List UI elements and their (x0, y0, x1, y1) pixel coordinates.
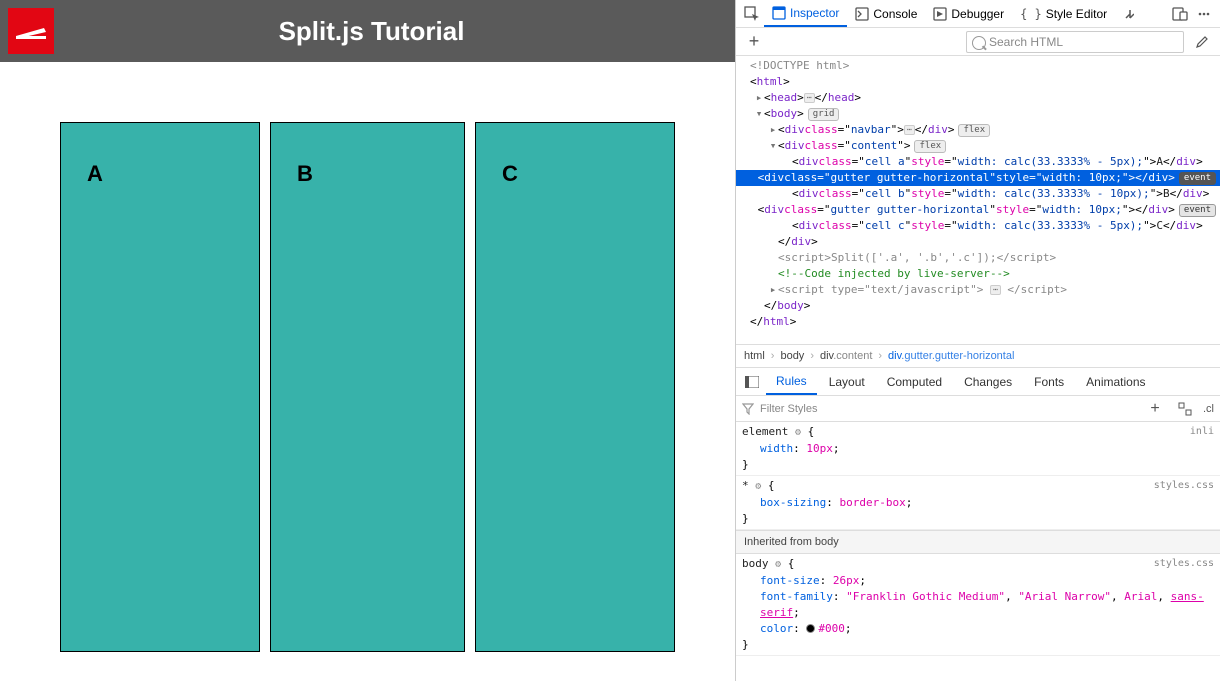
add-node-button[interactable]: + (742, 30, 766, 54)
search-placeholder: Search HTML (989, 35, 1063, 49)
dom-script-1[interactable]: <script>Split(['.a', '.b','.c']);</scrip… (736, 250, 1220, 266)
tab-inspector[interactable]: Inspector (764, 0, 847, 27)
search-html-input[interactable]: Search HTML (966, 31, 1184, 53)
dom-doctype[interactable]: <!DOCTYPE html> (736, 58, 1220, 74)
pseudo-class-icon[interactable] (1173, 397, 1197, 421)
dom-content-close[interactable]: </div> (736, 234, 1220, 250)
dom-gutter-1[interactable]: <div class="gutter gutter-horizontal" st… (736, 170, 1220, 186)
class-panel-label: .cl (1203, 403, 1214, 415)
overflow-icon[interactable] (1115, 2, 1139, 26)
devtools-toolbar: Inspector Console Debugger { } Style Edi… (736, 0, 1220, 28)
rules-tab-layout[interactable]: Layout (819, 368, 875, 395)
cell-b[interactable]: B (270, 122, 465, 652)
dom-head[interactable]: ▸<head> ⋯ </head> (736, 90, 1220, 106)
rules-tab-computed[interactable]: Computed (877, 368, 952, 395)
dom-gutter-2[interactable]: <div class="gutter gutter-horizontal" st… (736, 202, 1220, 218)
root: Split.js Tutorial A B C Inspector Consol… (0, 0, 1220, 681)
rule-src-styles-1[interactable]: styles.css (1154, 478, 1214, 494)
tab-style-editor[interactable]: { } Style Editor (1012, 0, 1115, 27)
gutter-1[interactable] (260, 122, 270, 681)
tab-style-editor-label: Style Editor (1046, 7, 1107, 21)
pick-element-icon[interactable] (740, 2, 764, 26)
tab-console-label: Console (873, 7, 917, 21)
dom-comment[interactable]: <!--Code injected by live-server--> (736, 266, 1220, 282)
rules-tabs: Rules Layout Computed Changes Fonts Anim… (736, 368, 1220, 396)
page-title: Split.js Tutorial (8, 16, 735, 47)
rules-tab-fonts[interactable]: Fonts (1024, 368, 1074, 395)
dom-html-open[interactable]: <html> (736, 74, 1220, 90)
page-navbar: Split.js Tutorial (0, 0, 735, 62)
dom-body-open[interactable]: ▾<body> grid (736, 106, 1220, 122)
devtools-panel: Inspector Console Debugger { } Style Edi… (735, 0, 1220, 681)
dom-cell-b[interactable]: <div class="cell b" style="width: calc(3… (736, 186, 1220, 202)
crumb-html[interactable]: html (744, 350, 765, 362)
gutter-2[interactable] (465, 122, 475, 681)
rules-tab-animations[interactable]: Animations (1076, 368, 1155, 395)
color-swatch-icon[interactable] (806, 624, 815, 633)
tab-console[interactable]: Console (847, 0, 925, 27)
rendered-page: Split.js Tutorial A B C (0, 0, 735, 681)
rule-element[interactable]: inli element ⚙ { width: 10px; } (736, 422, 1220, 476)
crumb-body[interactable]: body (780, 350, 804, 362)
rules-filterbar: Filter Styles + .cl (736, 396, 1220, 422)
style-editor-icon: { } (1020, 7, 1042, 21)
responsive-mode-icon[interactable] (1168, 2, 1192, 26)
rule-body[interactable]: styles.css body ⚙ { font-size: 26px; fon… (736, 554, 1220, 656)
cell-c[interactable]: C (475, 122, 675, 652)
add-rule-icon[interactable]: + (1143, 397, 1167, 421)
tab-debugger[interactable]: Debugger (925, 0, 1012, 27)
rules-tab-rules[interactable]: Rules (766, 368, 817, 395)
dom-cell-c[interactable]: <div class="cell c" style="width: calc(3… (736, 218, 1220, 234)
inspector-icon (772, 6, 786, 20)
toggle-sidebar-icon[interactable] (740, 370, 764, 394)
filter-icon (742, 403, 754, 415)
breadcrumbs: html› body› div.content› div.gutter.gutt… (736, 344, 1220, 368)
rule-src-inline: inli (1190, 424, 1214, 440)
rule-universal[interactable]: styles.css * ⚙ { box-sizing: border-box;… (736, 476, 1220, 530)
crumb-selected[interactable]: div.gutter.gutter-horizontal (888, 350, 1014, 362)
kebab-menu-icon[interactable] (1192, 2, 1216, 26)
rule-src-styles-2[interactable]: styles.css (1154, 556, 1214, 572)
dom-body-close[interactable]: </body> (736, 298, 1220, 314)
cell-a[interactable]: A (60, 122, 260, 652)
dom-content-open[interactable]: ▾<div class="content"> flex (736, 138, 1220, 154)
inherited-header: Inherited from body (736, 530, 1220, 554)
console-icon (855, 7, 869, 21)
debugger-icon (933, 7, 947, 21)
tab-debugger-label: Debugger (951, 7, 1004, 21)
dom-cell-a[interactable]: <div class="cell a" style="width: calc(3… (736, 154, 1220, 170)
dom-tree[interactable]: <!DOCTYPE html> <html> ▸<head> ⋯ </head>… (736, 56, 1220, 344)
tab-inspector-label: Inspector (790, 6, 839, 20)
filter-styles-input[interactable]: Filter Styles (760, 399, 1137, 419)
dom-script-2[interactable]: ▸<script type="text/javascript"> ⋯ </scr… (736, 282, 1220, 298)
split-content: A B C (0, 62, 735, 681)
devtools-subbar: + Search HTML (736, 28, 1220, 56)
edit-html-icon[interactable] (1190, 30, 1214, 54)
dom-navbar[interactable]: ▸<div class="navbar"> ⋯ </div> flex (736, 122, 1220, 138)
rules-body: inli element ⚙ { width: 10px; } styles.c… (736, 422, 1220, 681)
dom-html-close[interactable]: </html> (736, 314, 1220, 330)
rules-tab-changes[interactable]: Changes (954, 368, 1022, 395)
crumb-content[interactable]: div.content (820, 350, 872, 362)
